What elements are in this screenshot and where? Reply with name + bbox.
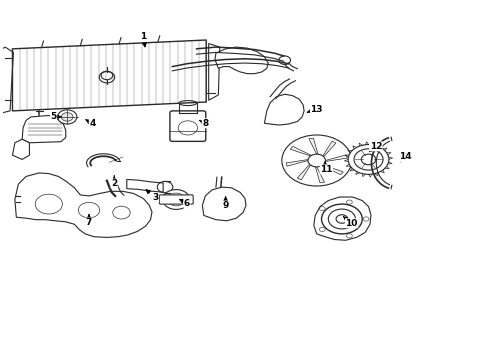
Polygon shape [12, 139, 29, 159]
Polygon shape [202, 187, 246, 221]
Text: 5: 5 [50, 112, 61, 121]
Polygon shape [15, 173, 152, 238]
Circle shape [361, 154, 376, 165]
Text: 4: 4 [86, 119, 96, 128]
Text: 9: 9 [222, 197, 229, 210]
Polygon shape [265, 94, 304, 125]
Text: 11: 11 [320, 162, 333, 174]
Polygon shape [309, 138, 319, 157]
Polygon shape [318, 164, 343, 175]
Polygon shape [215, 47, 268, 74]
Text: 13: 13 [307, 105, 323, 114]
Circle shape [321, 204, 362, 234]
Circle shape [279, 56, 291, 64]
Circle shape [282, 135, 352, 186]
Text: 10: 10 [343, 216, 358, 228]
Text: 6: 6 [180, 198, 190, 207]
Circle shape [57, 110, 77, 124]
Polygon shape [286, 159, 313, 166]
FancyBboxPatch shape [170, 111, 206, 141]
Circle shape [163, 190, 190, 210]
Text: 8: 8 [199, 119, 208, 128]
Polygon shape [297, 162, 313, 180]
Polygon shape [314, 197, 371, 240]
Polygon shape [321, 141, 336, 159]
Text: 1: 1 [140, 32, 147, 47]
Circle shape [336, 215, 348, 223]
Circle shape [61, 113, 73, 121]
Polygon shape [315, 164, 324, 183]
Text: 3: 3 [146, 190, 158, 202]
FancyBboxPatch shape [159, 195, 193, 204]
Text: 14: 14 [398, 153, 411, 162]
Polygon shape [22, 116, 66, 143]
Polygon shape [321, 155, 347, 162]
Circle shape [348, 145, 389, 174]
Text: 2: 2 [111, 176, 117, 188]
Circle shape [308, 154, 325, 167]
Polygon shape [12, 40, 206, 111]
Text: 12: 12 [369, 142, 382, 152]
Text: 7: 7 [86, 215, 92, 227]
Polygon shape [290, 147, 315, 157]
